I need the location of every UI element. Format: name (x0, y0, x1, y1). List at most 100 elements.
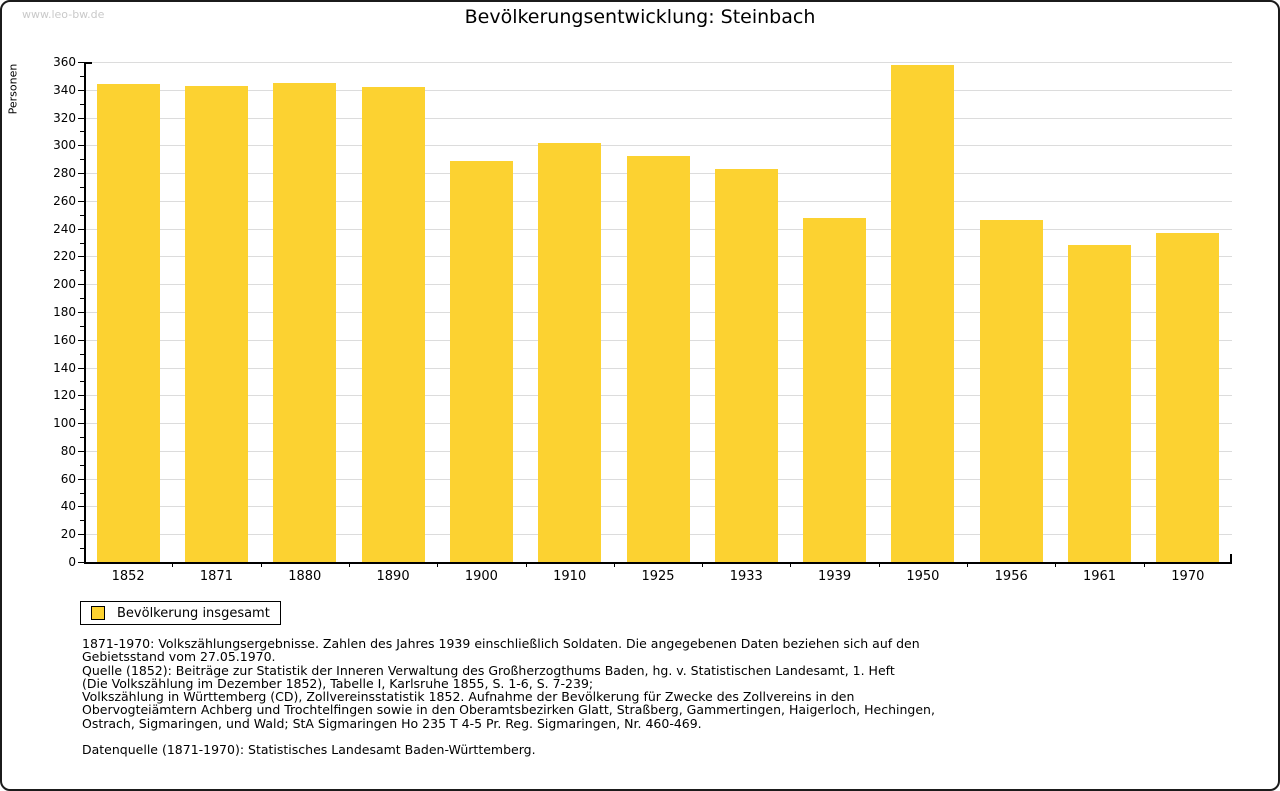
legend-box: Bevölkerung insgesamt (80, 601, 281, 625)
y-tick-label: 100 (53, 416, 76, 431)
y-axis-tick (78, 200, 84, 202)
legend-color-swatch (91, 606, 105, 620)
y-axis-tick (80, 381, 84, 383)
x-tick-label: 1933 (729, 569, 763, 584)
x-tick-label: 1880 (288, 569, 322, 584)
y-axis-tick (80, 437, 84, 438)
y-axis-tick (78, 506, 84, 508)
y-axis-tick (80, 492, 84, 494)
x-tick-label: 1871 (199, 569, 233, 584)
x-axis-tick (613, 562, 615, 567)
y-gridline (84, 62, 1232, 63)
x-tick-label: 1939 (818, 569, 852, 584)
source-note-line: Volkszählung in Württemberg (CD), Zollve… (82, 689, 855, 705)
bar (96, 84, 160, 562)
x-tick-label: 1900 (464, 569, 498, 584)
bar (538, 142, 602, 562)
y-tick-label: 0 (68, 555, 76, 569)
bar (361, 87, 425, 562)
bar (1068, 245, 1132, 562)
x-axis-tick (967, 562, 969, 567)
y-axis-tick (78, 256, 84, 258)
source-note-line: Quelle (1852): Beiträge zur Statistik de… (82, 662, 895, 678)
y-tick-label: 240 (53, 221, 76, 236)
x-tick-label: 1956 (994, 569, 1028, 584)
x-axis-tick (702, 562, 704, 567)
y-axis-tick (78, 478, 84, 480)
y-axis-tick (80, 131, 84, 133)
y-tick-label: 360 (53, 55, 76, 69)
x-axis-tick (790, 562, 792, 567)
watermark: www.leo-bw.de (22, 8, 105, 21)
y-axis-tick (78, 339, 84, 341)
y-axis-line (84, 62, 86, 564)
y-axis-tick (80, 214, 84, 216)
y-axis-tick (80, 325, 84, 327)
y-axis-tick (78, 312, 84, 313)
y-tick-label: 200 (53, 277, 76, 292)
y-axis-tick (78, 62, 84, 63)
y-axis-tick (80, 298, 84, 300)
y-axis-tick (78, 450, 84, 452)
bar (891, 64, 955, 562)
x-axis-tick (437, 562, 439, 567)
x-tick-label: 1970 (1171, 569, 1205, 584)
source-note-line: (Die Volkszählung im Dezember 1852), Tab… (82, 675, 594, 691)
source-note-line: 1871-1970: Volkszählungsergebnisse. Zahl… (82, 636, 920, 651)
source-note-line: Ostrach, Sigmaringen, und Wald; StA Sigm… (82, 715, 702, 731)
y-axis-tick (78, 117, 84, 119)
source-notes: 1871-1970: Volkszählungsergebnisse. Zahl… (82, 637, 1222, 757)
y-axis-tick (80, 159, 84, 161)
y-axis-tick (78, 423, 84, 425)
y-axis-tick (78, 534, 84, 536)
x-axis-tick (525, 562, 527, 567)
y-axis-tick (80, 409, 84, 411)
y-axis-tick (80, 103, 84, 105)
y-axis-tick (78, 284, 84, 286)
source-note-line: Obervogteiämtern Achberg und Trochtelfin… (82, 702, 935, 718)
bar (626, 156, 690, 562)
y-axis-tick (80, 548, 84, 550)
y-tick-label: 80 (60, 443, 76, 458)
y-gridline (84, 145, 1232, 147)
x-tick-label: 1890 (376, 569, 410, 584)
y-tick-label: 340 (53, 82, 76, 97)
y-tick-label: 140 (53, 360, 76, 375)
y-tick-label: 260 (53, 193, 76, 208)
y-axis-tick (78, 145, 84, 147)
x-axis-tick (348, 562, 350, 567)
y-tick-label: 220 (53, 249, 76, 264)
bar (273, 82, 337, 562)
y-axis-tick (80, 270, 84, 272)
y-axis-tick (80, 464, 84, 466)
x-tick-label: 1910 (553, 569, 587, 584)
y-axis-tick (78, 89, 84, 91)
y-axis-tick (78, 228, 84, 230)
y-tick-label: 280 (53, 166, 76, 181)
x-axis-line (84, 562, 1232, 564)
y-tick-label: 60 (60, 471, 76, 486)
y-tick-label: 20 (60, 527, 76, 542)
y-axis-tick (78, 367, 84, 369)
y-axis-tick (78, 173, 84, 175)
y-tick-label: 320 (53, 110, 76, 125)
bar (979, 220, 1043, 562)
x-tick-label: 1950 (906, 569, 940, 584)
x-axis-end-tick (1230, 554, 1232, 564)
chart-title: Bevölkerungsentwicklung: Steinbach (464, 6, 816, 28)
x-tick-label: 1925 (641, 569, 675, 584)
bar (1156, 232, 1220, 562)
y-axis-end-tick (84, 62, 92, 64)
x-axis-tick (260, 562, 262, 567)
x-tick-label: 1961 (1082, 569, 1117, 584)
y-gridline (84, 89, 1232, 91)
y-axis-tick (80, 187, 84, 188)
source-note-line: Datenquelle (1871-1970): Statistisches L… (82, 742, 536, 758)
legend-label: Bevölkerung insgesamt (117, 605, 270, 621)
y-axis-tick (80, 520, 84, 522)
bar (449, 160, 513, 562)
y-axis-tick (80, 75, 84, 77)
y-axis-tick (80, 242, 84, 244)
